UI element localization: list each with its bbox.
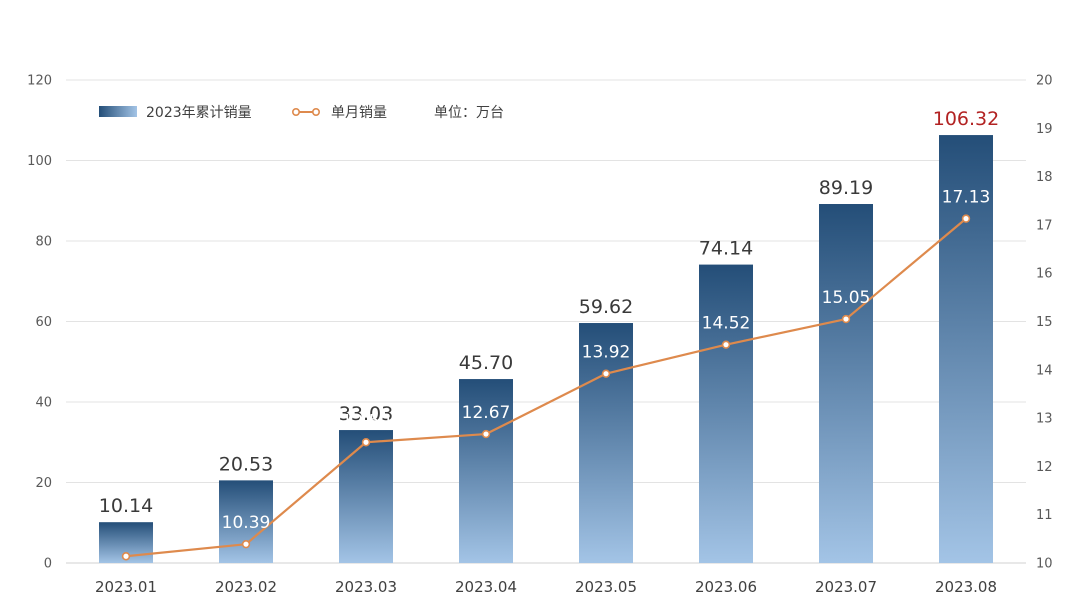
bar-value-label: 89.19 bbox=[819, 177, 873, 199]
bar bbox=[579, 323, 633, 563]
line-value-label: 12.50 bbox=[342, 411, 391, 431]
bar-value-label: 10.14 bbox=[99, 495, 153, 517]
line-point bbox=[841, 314, 851, 324]
bar-value-label: 45.70 bbox=[459, 352, 513, 374]
x-tick-label: 2023.06 bbox=[695, 578, 757, 596]
legend-swatch-point bbox=[291, 108, 300, 117]
x-axis: 2023.01 2023.02 2023.03 2023.04 2023.05 2023.… bbox=[95, 578, 997, 596]
right-tick-label: 18 bbox=[1036, 170, 1053, 185]
x-tick-label: 2023.08 bbox=[935, 578, 997, 596]
left-tick-label: 60 bbox=[35, 315, 52, 330]
left-y-axis: 0 20 40 60 80 100 120 bbox=[27, 74, 52, 572]
bar-value-label: 20.53 bbox=[219, 453, 273, 475]
right-y-axis: 10 11 12 13 14 15 16 17 18 19 20 bbox=[1036, 74, 1053, 572]
bar bbox=[459, 379, 513, 563]
right-tick-label: 14 bbox=[1036, 363, 1053, 378]
gridlines bbox=[66, 79, 1026, 564]
bar bbox=[939, 135, 993, 563]
legend-swatch-point bbox=[311, 108, 320, 117]
line-point bbox=[241, 539, 251, 549]
x-tick-label: 2023.05 bbox=[575, 578, 637, 596]
line-point bbox=[721, 340, 731, 349]
line-value-label: 12.67 bbox=[462, 403, 511, 423]
monthly-sales-line bbox=[125, 217, 967, 558]
left-tick-label: 80 bbox=[35, 235, 52, 250]
line-point bbox=[961, 214, 971, 223]
bar bbox=[219, 480, 273, 563]
bar-value-label: 59.62 bbox=[579, 296, 633, 318]
line-value-label: 17.13 bbox=[942, 188, 991, 208]
legend: 2023年累计销量 单月销量 单位：万台 bbox=[99, 105, 504, 121]
bar bbox=[699, 264, 753, 563]
bar-value-label: 106.32 bbox=[933, 108, 999, 130]
right-tick-label: 15 bbox=[1036, 315, 1053, 330]
right-tick-label: 19 bbox=[1036, 122, 1053, 137]
right-tick-label: 12 bbox=[1036, 460, 1053, 475]
right-tick-label: 13 bbox=[1036, 412, 1053, 427]
bar-value-label: 74.14 bbox=[699, 238, 753, 260]
legend-swatch-bar bbox=[99, 106, 137, 117]
x-tick-label: 2023.07 bbox=[815, 578, 877, 596]
right-tick-label: 17 bbox=[1036, 218, 1053, 233]
legend-label-cumulative: 2023年累计销量 bbox=[146, 105, 252, 121]
line-value-label: 10.39 bbox=[222, 513, 271, 533]
legend-label-monthly: 单月销量 bbox=[331, 105, 387, 121]
left-tick-label: 20 bbox=[35, 476, 52, 491]
line-point bbox=[361, 438, 371, 447]
right-tick-label: 16 bbox=[1036, 267, 1053, 282]
line-value-label: 14.52 bbox=[702, 314, 751, 334]
line-series: 10.39 12.50 12.67 13.92 14.52 15.05 17.13 bbox=[121, 188, 991, 561]
bar-series: 10.14 20.53 33.03 45.70 59.62 74.14 89.19 106.3… bbox=[99, 108, 999, 563]
x-tick-label: 2023.04 bbox=[455, 578, 517, 596]
line-point bbox=[481, 429, 491, 439]
line-point bbox=[601, 369, 611, 378]
left-tick-label: 0 bbox=[44, 557, 52, 572]
left-tick-label: 40 bbox=[35, 396, 52, 411]
left-tick-label: 100 bbox=[27, 154, 52, 169]
x-tick-label: 2023.03 bbox=[335, 578, 397, 596]
left-tick-label: 120 bbox=[27, 74, 52, 89]
unit-note: 单位：万台 bbox=[434, 105, 504, 121]
right-tick-label: 20 bbox=[1036, 74, 1053, 89]
x-tick-label: 2023.02 bbox=[215, 578, 277, 596]
bar bbox=[339, 430, 393, 563]
bar bbox=[819, 204, 873, 563]
line-value-label: 13.92 bbox=[582, 343, 631, 363]
x-tick-label: 2023.01 bbox=[95, 578, 157, 596]
line-value-label: 15.05 bbox=[822, 288, 871, 308]
right-tick-label: 10 bbox=[1036, 557, 1053, 572]
bar-value-label: 33.03 bbox=[339, 403, 393, 425]
right-tick-label: 11 bbox=[1036, 508, 1053, 523]
line-point bbox=[121, 552, 131, 561]
